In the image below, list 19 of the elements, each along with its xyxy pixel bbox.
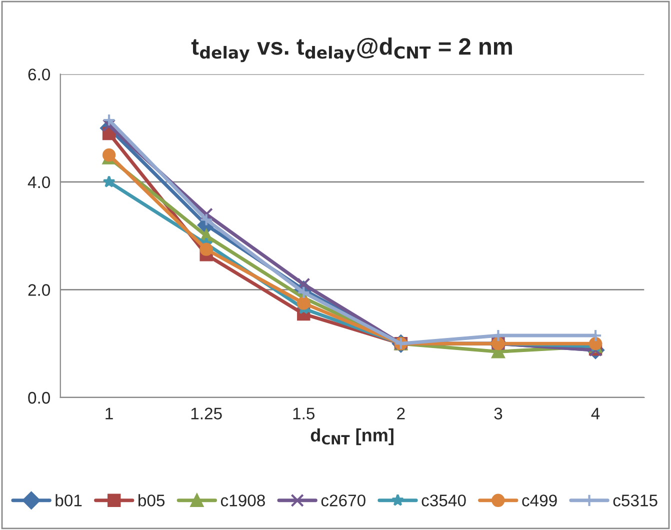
x-tick-label: 1 <box>106 408 113 420</box>
y-tick-label: 0.0 <box>28 392 50 404</box>
x-tick-label: 2 <box>397 408 405 420</box>
y-tick-label: 6.0 <box>28 68 50 80</box>
x-tick-label: 4 <box>591 408 600 420</box>
y-tick-label: 4.0 <box>28 176 50 188</box>
legend-label: b01 <box>56 494 82 506</box>
x-axis-title: d$_{CNT}$ [nm] <box>310 428 394 446</box>
legend-label: b05 <box>138 494 165 506</box>
legend-label: c3540 <box>422 494 466 506</box>
x-tick-label: 1.25 <box>191 408 222 420</box>
legend-label: c2670 <box>321 494 366 506</box>
x-tick-label: 3 <box>494 408 502 420</box>
legend-label: c1908 <box>220 494 265 506</box>
chart-title: t$_{delay}$ vs. t$_{delay}$@d$_{CNT}$ = 2 nm <box>191 38 512 62</box>
legend-label: c5315 <box>613 494 658 506</box>
legend-label: c499 <box>522 494 557 506</box>
y-tick-label: 2.0 <box>28 284 50 296</box>
x-tick-label: 1.5 <box>293 408 315 420</box>
